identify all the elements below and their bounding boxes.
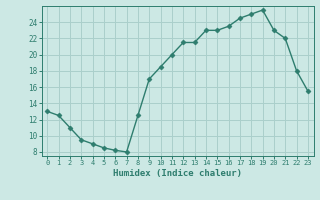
X-axis label: Humidex (Indice chaleur): Humidex (Indice chaleur) [113, 169, 242, 178]
